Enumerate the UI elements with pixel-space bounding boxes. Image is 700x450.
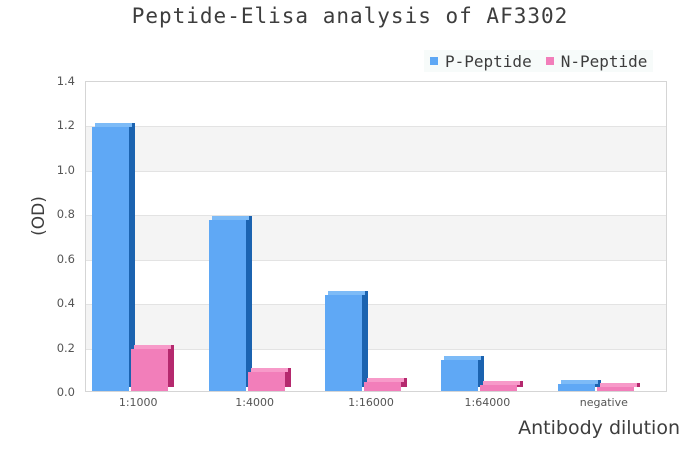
y-tick-label: 1.4 <box>56 74 75 88</box>
y-tick-label: 0.2 <box>56 340 75 355</box>
y-tick-label: 1.0 <box>56 162 75 177</box>
bar-top-face <box>483 381 521 386</box>
bar-front-face <box>131 348 169 391</box>
bar-top-face <box>444 355 482 360</box>
bar-top-face <box>367 378 404 383</box>
x-axis-label: Antibody dilution <box>518 417 680 439</box>
x-tick-label: 1:16000 <box>348 396 394 409</box>
gridline <box>86 304 666 306</box>
bar-side-face <box>478 355 485 387</box>
x-tick-label: negative <box>579 396 628 409</box>
legend-item-p-peptide[interactable]: P-Peptide <box>430 52 532 71</box>
legend-swatch-icon <box>430 57 438 65</box>
bar-side-face <box>401 378 407 387</box>
bar-n-peptide-1-16000 <box>364 378 407 391</box>
background-band <box>86 215 666 260</box>
bar-front-face <box>480 385 518 391</box>
bar-side-face <box>362 291 368 387</box>
x-tick-label: 1:4000 <box>235 396 274 409</box>
x-tick-label: 1:1000 <box>118 396 158 409</box>
bar-top-face <box>211 215 249 220</box>
bar-side-face <box>168 344 175 387</box>
chart-legend: P-Peptide N-Peptide <box>424 50 654 72</box>
bar-top-face <box>95 122 133 127</box>
y-tick-label: 0.8 <box>56 207 75 222</box>
bar-p-peptide-1-16000 <box>325 291 368 391</box>
bar-top-face <box>134 344 172 349</box>
bar-side-face <box>245 215 252 387</box>
gridline <box>86 126 666 128</box>
gridline <box>86 348 666 350</box>
bar-front-face <box>596 386 634 391</box>
legend-item-n-peptide[interactable]: N-Peptide <box>545 51 648 71</box>
bar-front-face <box>364 382 401 391</box>
bar-p-peptide-1-1000 <box>92 122 136 391</box>
background-band <box>86 304 666 349</box>
bar-front-face <box>441 359 479 391</box>
bar-front-face <box>557 384 595 391</box>
gridline <box>86 170 666 172</box>
bar-n-peptide-1-64000 <box>480 381 524 391</box>
bar-n-peptide-1-1000 <box>131 344 175 391</box>
bar-front-face <box>208 219 246 391</box>
bar-side-face <box>517 381 524 387</box>
background-band <box>86 126 666 171</box>
y-tick-label: 0.4 <box>56 296 75 311</box>
x-tick-label: 1:64000 <box>464 396 511 409</box>
bar-n-peptide-negative <box>596 382 640 391</box>
y-axis-ticks: 0.0 0.2 0.4 0.6 0.8 1.0 1.2 1.4 <box>40 74 80 399</box>
bar-p-peptide-1-64000 <box>441 355 485 391</box>
legend-label: P-Peptide <box>445 51 532 71</box>
y-tick-label: 1.2 <box>56 118 75 133</box>
plot-area <box>85 81 667 392</box>
gridline <box>86 215 666 217</box>
bar-front-face <box>92 126 130 391</box>
bar-side-face <box>284 368 291 387</box>
x-axis-ticks: 1:1000 1:4000 1:16000 1:64000 negative <box>85 396 667 414</box>
chart-title: Peptide-Elisa analysis of AF3302 <box>131 4 569 28</box>
bar-side-face <box>594 380 601 387</box>
y-tick-label: 0.6 <box>56 251 75 266</box>
legend-swatch-icon <box>545 57 554 65</box>
bar-side-face <box>129 122 136 387</box>
bar-p-peptide-negative <box>557 380 601 391</box>
bar-top-face <box>560 380 598 385</box>
legend-label: N-Peptide <box>560 51 648 71</box>
bar-top-face <box>250 368 288 373</box>
bar-p-peptide-1-4000 <box>208 215 252 391</box>
bar-n-peptide-1-4000 <box>247 368 291 391</box>
bar-front-face <box>325 295 362 391</box>
bar-side-face <box>633 382 640 387</box>
bar-top-face <box>328 291 365 296</box>
gridline <box>86 259 666 261</box>
bar-front-face <box>247 372 285 391</box>
bar-top-face <box>599 382 637 387</box>
y-tick-label: 0.0 <box>56 385 75 399</box>
